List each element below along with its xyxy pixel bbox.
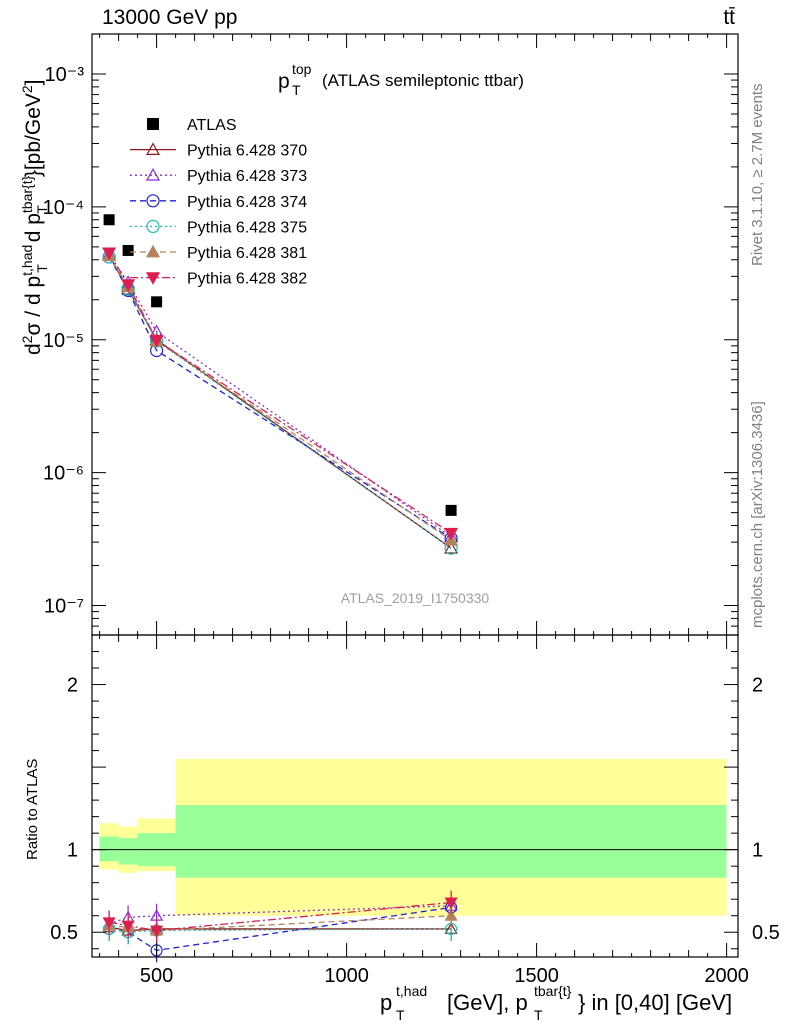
ratio-band-green xyxy=(175,805,727,878)
ratio-y-tick-label-right: 1 xyxy=(752,840,763,862)
main-y-tick-labels: 10⁻³ 10⁻⁴ 10⁻⁵ 10⁻⁶ 10⁻⁷ xyxy=(43,64,85,618)
data-point xyxy=(122,244,134,256)
data-point xyxy=(121,920,135,933)
data-point xyxy=(145,167,161,181)
data-point xyxy=(444,908,458,921)
x-axis-label-sub: T xyxy=(396,1007,405,1023)
legend-entry: Pythia 6.428 374 xyxy=(130,194,307,211)
data-point xyxy=(146,194,160,208)
legend-label: Pythia 6.428 373 xyxy=(187,168,307,185)
series-line xyxy=(108,256,452,539)
x-axis-label-main: p xyxy=(380,990,392,1015)
ratio-y-tick-label-right: 2 xyxy=(752,675,763,697)
plot-title-main: p xyxy=(278,70,290,93)
data-point xyxy=(121,279,136,292)
y-tick-label: 10⁻³ xyxy=(45,64,85,86)
ratio-tick-labels: 0.5 0.5 1 1 2 2 500 1000 1500 2000 xyxy=(50,675,780,987)
ratio-y-tick-label-right: 0.5 xyxy=(752,922,780,944)
legend-label: Pythia 6.428 382 xyxy=(187,271,307,288)
legend-label: Pythia 6.428 381 xyxy=(187,245,307,262)
ratio-y-tick-label: 1 xyxy=(67,840,78,862)
legend-label: Pythia 6.428 374 xyxy=(187,194,307,211)
ratio-y-tick-label: 0.5 xyxy=(50,922,78,944)
data-point xyxy=(149,334,164,348)
y-tick-label: 10⁻⁵ xyxy=(43,330,84,352)
legend-label: ATLAS xyxy=(187,117,237,134)
legend-entry: Pythia 6.428 373 xyxy=(130,167,307,185)
x-axis-label-mid: [GeV], p xyxy=(447,990,528,1015)
data-point xyxy=(444,527,459,541)
ratio-series-line xyxy=(108,928,452,933)
data-point xyxy=(146,219,160,233)
x-tick-label: 2000 xyxy=(704,965,749,987)
x-tick-label: 1500 xyxy=(514,965,559,987)
legend-entry: Pythia 6.428 382 xyxy=(130,271,307,288)
series-line xyxy=(108,252,452,534)
mcplots-label: mcplots.cern.ch [arXiv:1306.3436] xyxy=(749,401,766,628)
data-point xyxy=(151,296,163,308)
series-line xyxy=(108,256,452,549)
x-axis-label: p t,had T [GeV], p tbar{t} T } in [0,40]… xyxy=(380,983,732,1023)
legend-entry: Pythia 6.428 370 xyxy=(130,142,307,160)
data-point xyxy=(445,504,457,516)
legend-label: Pythia 6.428 370 xyxy=(187,143,307,160)
data-point xyxy=(102,917,116,930)
plot-title-sup: top xyxy=(292,61,312,77)
ratio-series-line xyxy=(108,906,452,952)
series-line xyxy=(108,255,452,541)
ratio-y-axis-label: Ratio to ATLAS xyxy=(24,759,41,860)
energy-label: 13000 GeV pp xyxy=(102,6,237,29)
ratio-band-green xyxy=(99,836,119,862)
legend-label: Pythia 6.428 375 xyxy=(187,219,307,236)
legend-entry: Pythia 6.428 381 xyxy=(130,244,307,262)
ratio-series-lines xyxy=(108,901,452,952)
process-label: tt̄ xyxy=(723,6,735,29)
ratio-axis-ticks xyxy=(92,635,738,957)
data-point xyxy=(103,214,115,226)
main-y-axis-label: d2σ / d pt,hadT d ptbar{t}T}[pb/GeV2] xyxy=(19,79,50,355)
data-point xyxy=(145,244,161,258)
x-axis-label-sup1: t,had xyxy=(396,983,427,999)
ratio-series-line xyxy=(109,915,452,932)
data-point xyxy=(444,540,459,554)
ratio-plot-frame xyxy=(91,634,739,958)
ratio-y-tick-label: 2 xyxy=(67,675,78,697)
main-axis-ticks xyxy=(92,33,738,636)
legend: ATLAS Pythia 6.428 370 Pythia 6.428 373 Pyt… xyxy=(130,117,307,288)
data-point xyxy=(145,272,161,285)
main-series-lines xyxy=(108,252,452,549)
x-tick-label: 1000 xyxy=(324,965,369,987)
y-tick-label: 10⁻⁶ xyxy=(43,463,84,485)
ratio-series-markers xyxy=(102,890,458,963)
data-point xyxy=(150,925,164,938)
analysis-label: ATLAS_2019_I1750330 xyxy=(341,590,490,606)
rivet-label: Rivet 3.1.10, ≥ 2.7M events xyxy=(749,84,766,267)
x-tick-label: 500 xyxy=(140,965,173,987)
data-point xyxy=(102,247,117,261)
ratio-uncertainty-bands xyxy=(99,758,727,916)
ratio-series-line xyxy=(108,905,452,925)
data-point xyxy=(444,897,458,910)
ratio-series-line xyxy=(108,901,452,932)
plot-title-rest: (ATLAS semileptonic ttbar) xyxy=(322,71,524,90)
y-tick-label: 10⁻⁴ xyxy=(43,197,84,219)
data-point xyxy=(145,142,161,155)
legend-entry: Pythia 6.428 375 xyxy=(130,219,307,236)
ratio-band-green xyxy=(118,838,138,865)
plot-title: p top T (ATLAS semileptonic ttbar) xyxy=(278,61,524,98)
main-series-markers xyxy=(102,214,459,555)
legend-entry: ATLAS xyxy=(147,117,237,134)
plot-title-sub: T xyxy=(292,82,301,98)
x-axis-label-rest: } in [0,40] [GeV] xyxy=(578,990,732,1015)
x-axis-label-sub2: T xyxy=(534,1007,543,1023)
x-axis-label-sup2: tbar{t} xyxy=(534,983,572,999)
data-point xyxy=(147,118,159,130)
y-tick-label: 10⁻⁷ xyxy=(44,596,84,618)
